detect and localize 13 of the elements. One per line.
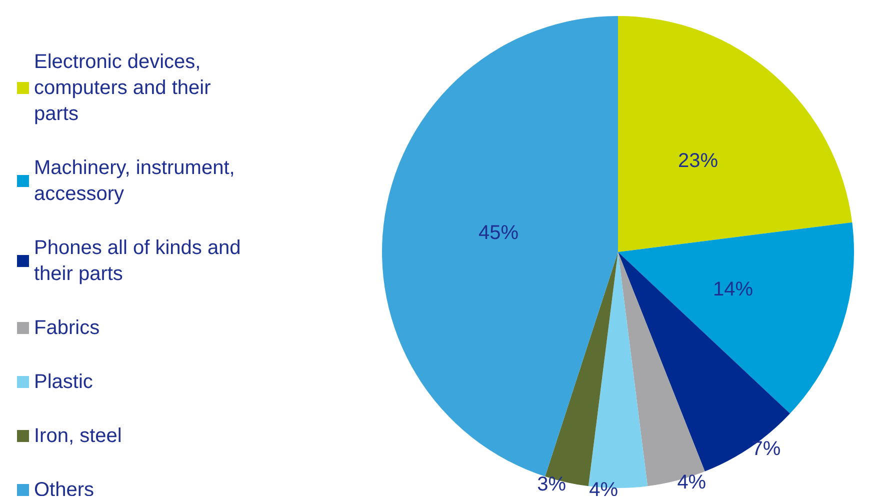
data-label: 7%	[752, 438, 781, 460]
legend-label: Fabrics	[34, 317, 100, 339]
legend-label: Iron, steel	[34, 425, 122, 447]
data-label: 3%	[537, 473, 566, 496]
legend-label: Phones all of kinds and their parts	[34, 237, 246, 285]
legend-label: Electronic devices, computers and their parts	[34, 51, 216, 125]
legend-label: Machinery, instrument, accessory	[34, 157, 240, 205]
data-label: 45%	[478, 222, 519, 244]
legend-label: Plastic	[34, 371, 93, 393]
data-label: 4%	[677, 472, 706, 494]
data-label: 14%	[713, 278, 754, 300]
legend-label: Others	[34, 479, 94, 501]
data-label: 23%	[678, 150, 718, 172]
